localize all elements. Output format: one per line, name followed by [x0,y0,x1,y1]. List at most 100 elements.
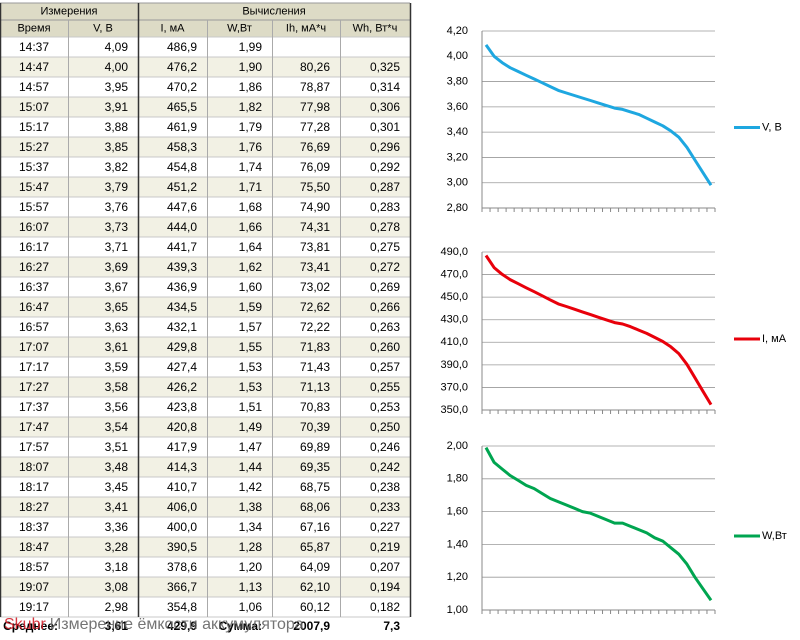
table-cell: 406,0 [167,500,197,514]
table-cell: 17:47 [19,420,49,434]
footer-cell: Среднее: [3,619,58,633]
table-cell: 4,09 [105,40,129,54]
group-header: Вычисления [242,5,305,17]
row-bg [0,537,410,557]
table-cell: 0,314 [370,80,400,94]
table-cell: 378,6 [167,560,197,574]
y-tick-label: 1,40 [447,538,468,550]
legend-label: W,Вт [762,530,787,542]
watermark-text: Измерение ёмкости аккумулятора [50,616,304,633]
footer-cell: Сумма: [219,619,262,633]
table-cell: 3,71 [105,240,129,254]
series-line [484,44,713,187]
row-bg [0,217,410,237]
table-cell: 71,13 [300,380,330,394]
table-cell: 74,31 [300,220,330,234]
table-cell: 470,2 [167,80,197,94]
table-cell: 62,10 [300,580,330,594]
table-cell: 64,09 [300,560,330,574]
table-cell: 18:17 [19,480,49,494]
table-cell: 15:37 [19,160,49,174]
table-cell: 410,7 [167,480,197,494]
y-tick-label: 470,0 [440,268,468,280]
y-tick-label: 390,0 [440,359,468,371]
table-cell: 3,41 [105,500,129,514]
table-cell: 3,67 [105,280,129,294]
table-cell: 0,263 [370,320,400,334]
table-cell: 0,238 [370,480,400,494]
table-cell: 1,20 [239,560,263,574]
table-cell: 3,61 [105,340,129,354]
table-cell: 0,242 [370,460,400,474]
table-cell: 1,53 [239,360,263,374]
table-cell: 3,69 [105,260,129,274]
table-cell: 0,292 [370,160,400,174]
y-tick-label: 2,80 [447,202,468,214]
y-tick-label: 450,0 [440,291,468,303]
row-bg [0,457,410,477]
row-bg [0,497,410,517]
row-bg [0,577,410,597]
table-cell: 1,51 [239,400,263,414]
series-line [484,254,713,406]
row-bg [0,297,410,317]
table-cell: 461,9 [167,120,197,134]
table-cell: 429,8 [167,340,197,354]
table-cell: 3,65 [105,300,129,314]
table-cell: 3,76 [105,200,129,214]
table-cell: 77,98 [300,100,330,114]
table-cell: 432,1 [167,320,197,334]
table-cell: 1,71 [239,180,263,194]
table-cell: 486,9 [167,40,197,54]
table-cell: 76,09 [300,160,330,174]
table-cell: 73,02 [300,280,330,294]
table-cell: 18:47 [19,540,49,554]
table-cell: 1,34 [239,520,263,534]
table-cell: 0,253 [370,400,400,414]
y-tick-label: 3,80 [447,75,468,87]
y-tick-label: 3,40 [447,126,468,138]
table-cell: 0,207 [370,560,400,574]
table-cell: 451,2 [167,180,197,194]
footer-cell: 3,61 [105,619,129,633]
watermark: Skubr Измерение ёмкости аккумулятора [4,616,304,633]
table-cell: 18:57 [19,560,49,574]
table-cell: 3,63 [105,320,129,334]
column-header: Ih, мА*ч [286,22,326,34]
table-cell: 15:17 [19,120,49,134]
y-tick-label: 1,00 [447,604,468,616]
table-cell: 1,57 [239,320,263,334]
table-cell: 1,64 [239,240,263,254]
y-tick-label: 430,0 [440,314,468,326]
table-cell: 476,2 [167,60,197,74]
column-header: W,Вт [227,22,252,34]
table-cell: 417,9 [167,440,197,454]
table-cell: 0,272 [370,260,400,274]
table-cell: 68,75 [300,480,330,494]
table-cell: 18:07 [19,460,49,474]
table-cell: 1,28 [239,540,263,554]
table-cell: 67,16 [300,520,330,534]
table-cell: 426,2 [167,380,197,394]
table-cell: 3,45 [105,480,129,494]
table-cell: 1,44 [239,460,263,474]
table-cell: 3,36 [105,520,129,534]
table-cell: 16:27 [19,260,49,274]
y-tick-label: 3,20 [447,151,468,163]
table-cell: 0,287 [370,180,400,194]
y-tick-label: 1,20 [447,571,468,583]
table-cell: 0,283 [370,200,400,214]
table-cell: 17:07 [19,340,49,354]
table-cell: 71,43 [300,360,330,374]
table-cell: 434,5 [167,300,197,314]
table-cell: 1,59 [239,300,263,314]
table-cell: 1,42 [239,480,263,494]
table-cell: 3,58 [105,380,129,394]
table-cell: 0,296 [370,140,400,154]
table-cell: 3,18 [105,560,129,574]
table-cell: 18:37 [19,520,49,534]
row-bg [0,337,410,357]
table-cell: 17:17 [19,360,49,374]
